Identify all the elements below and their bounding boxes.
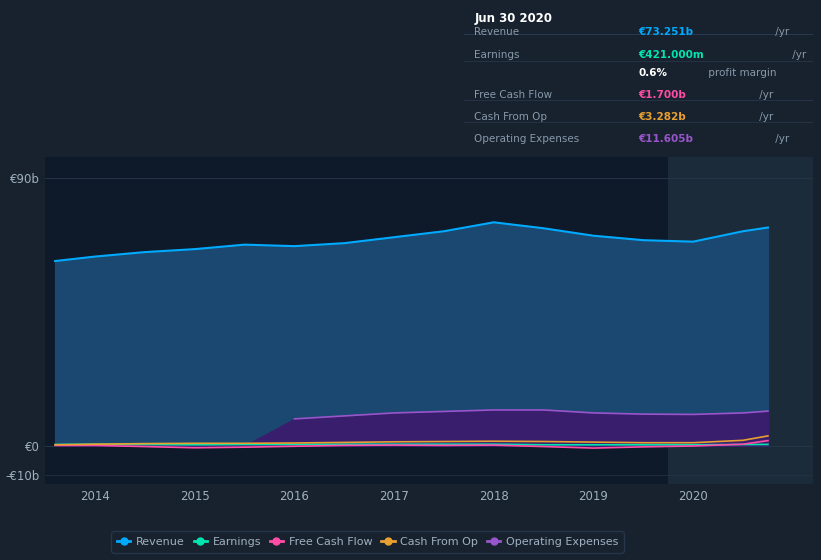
Text: /yr: /yr [755, 112, 773, 122]
Text: €421.000m: €421.000m [639, 50, 704, 60]
Text: Operating Expenses: Operating Expenses [475, 134, 580, 144]
Text: /yr: /yr [789, 50, 806, 60]
Legend: Revenue, Earnings, Free Cash Flow, Cash From Op, Operating Expenses: Revenue, Earnings, Free Cash Flow, Cash … [112, 531, 624, 553]
Text: /yr: /yr [773, 134, 790, 144]
Text: Earnings: Earnings [475, 50, 520, 60]
Text: /yr: /yr [773, 27, 790, 36]
Text: Jun 30 2020: Jun 30 2020 [475, 12, 553, 25]
Text: €73.251b: €73.251b [639, 27, 694, 36]
Bar [668, 157, 813, 484]
Text: €11.605b: €11.605b [639, 134, 693, 144]
Text: /yr: /yr [755, 90, 773, 100]
Text: Free Cash Flow: Free Cash Flow [475, 90, 553, 100]
Text: €3.282b: €3.282b [639, 112, 686, 122]
Text: €1.700b: €1.700b [639, 90, 686, 100]
Text: Revenue: Revenue [475, 27, 520, 36]
Text: Cash From Op: Cash From Op [475, 112, 548, 122]
Text: 0.6%: 0.6% [639, 68, 667, 78]
Text: profit margin: profit margin [705, 68, 777, 78]
